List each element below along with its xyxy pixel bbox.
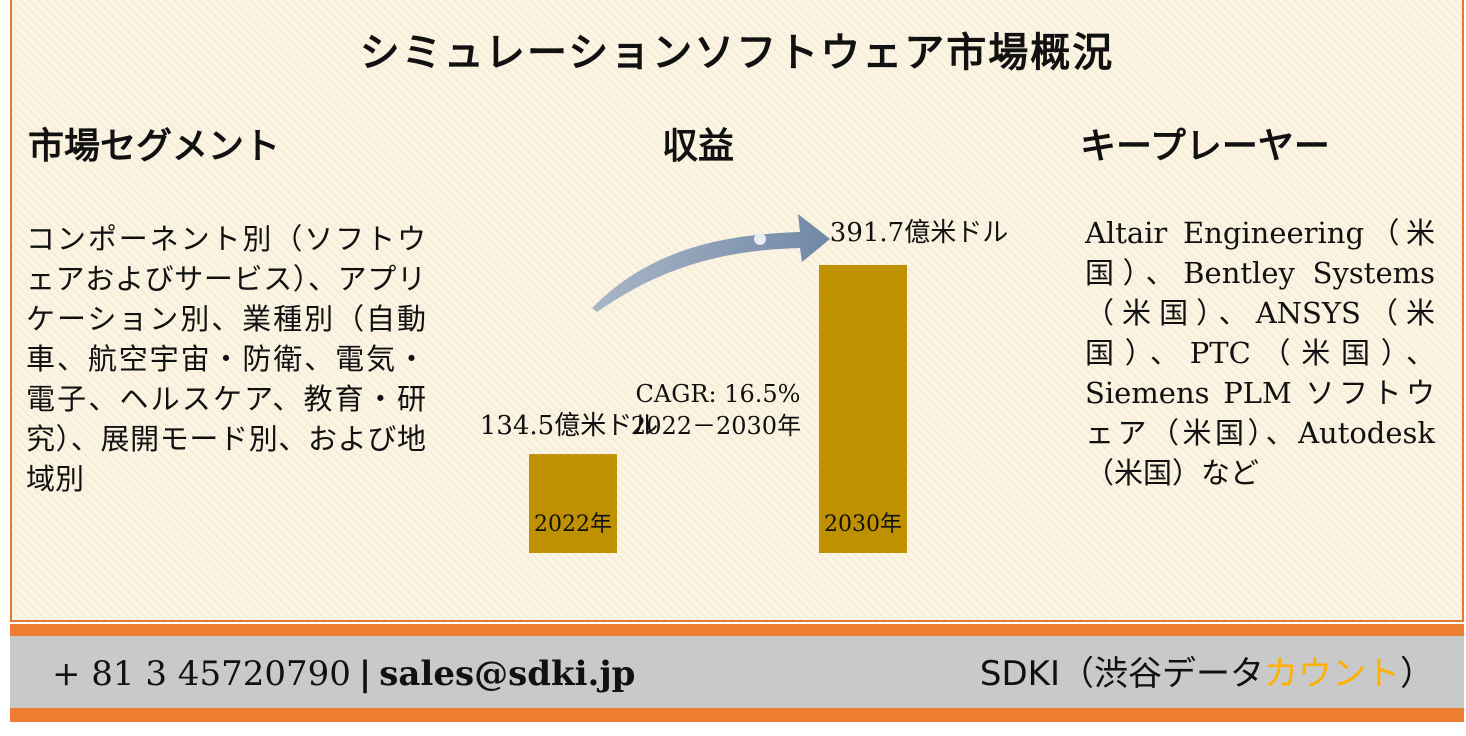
contact-info: + 81 3 45720790 | sales@sdki.jp: [52, 654, 635, 694]
arrow-highlight-dot: [754, 233, 766, 245]
brand-end: ）: [1400, 654, 1434, 694]
brand-main: SDKI（渋谷データ: [979, 654, 1264, 694]
cagr-period-label: 2022－2030年: [631, 412, 801, 440]
key-players-list: Altair Engineering（米国）、Bentley Systems（米…: [1085, 216, 1435, 490]
bar-value-label: 391.7億米ドル: [830, 218, 1008, 248]
brand-accent: カウント: [1264, 654, 1400, 694]
cagr-label: CAGR: 16.5%: [636, 380, 801, 408]
key-players-heading: キープレーヤー: [1080, 125, 1330, 167]
segment-heading: 市場セグメント: [28, 125, 281, 167]
bar-category-label: 2030年: [824, 512, 902, 537]
segment-description: コンポーネント別（ソフトウェアおよびサービス）、アプリケーション別、業種別（自動…: [26, 222, 426, 496]
footer-bar: + 81 3 45720790 | sales@sdki.jp SDKI（渋谷データ…: [10, 636, 1464, 708]
footer-top-band: [10, 624, 1464, 636]
bar-category-label: 2022年: [534, 512, 612, 537]
footer-bottom-band: [10, 708, 1464, 722]
revenue-heading: 収益: [662, 125, 735, 167]
contact-separator: |: [358, 654, 372, 694]
bar-2030: [819, 265, 907, 553]
infographic-card: シミュレーションソフトウェア市場概況 市場セグメント 収益 キープレーヤー コン…: [10, 0, 1464, 622]
brand-name: SDKI（渋谷データカウント）: [980, 646, 1434, 695]
growth-arrow: [592, 214, 830, 312]
email-link[interactable]: sales@sdki.jp: [379, 654, 636, 694]
bar-2022: [529, 454, 617, 553]
bar-value-label: 134.5億米ドル: [480, 411, 658, 441]
page-title: シミュレーションソフトウェア市場概況: [359, 29, 1115, 76]
revenue-chart: 2022年 134.5億米ドル 2030年 391.7億米ドル CAGR: 16.5%…: [480, 214, 1008, 553]
phone-number: + 81 3 45720790: [52, 654, 351, 694]
